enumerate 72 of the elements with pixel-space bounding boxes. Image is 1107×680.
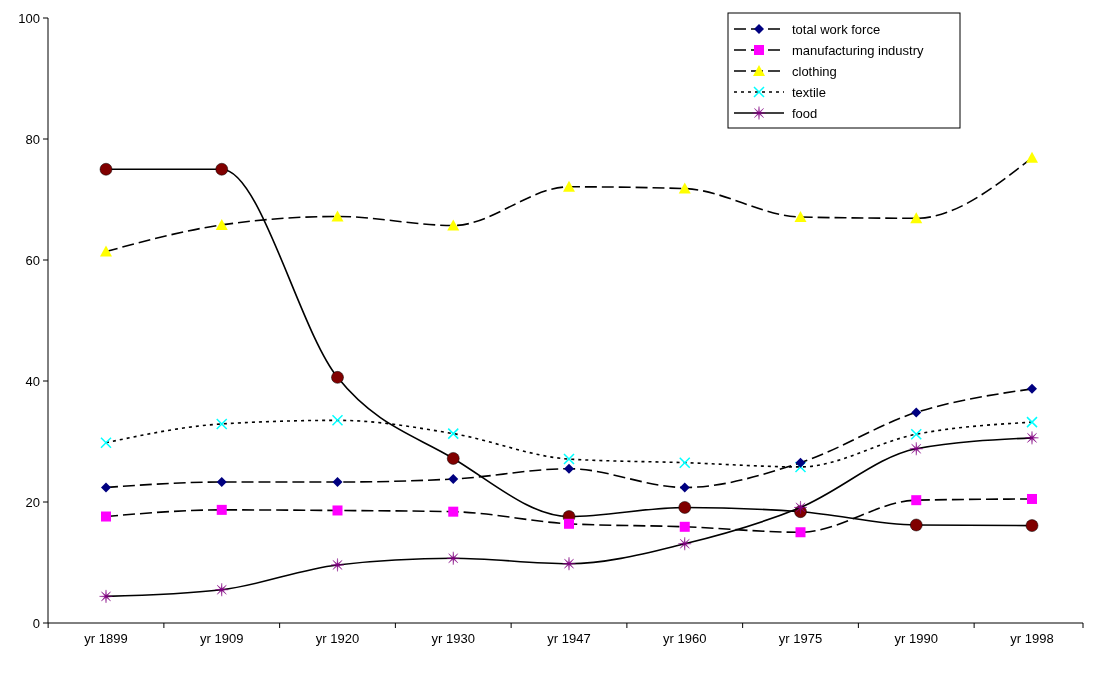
point <box>331 210 344 222</box>
point <box>331 414 344 427</box>
point <box>332 505 343 516</box>
y-tick-label: 20 <box>25 494 40 510</box>
point <box>678 537 692 551</box>
point <box>216 504 227 515</box>
point <box>215 218 228 230</box>
point <box>446 551 460 565</box>
point <box>563 180 575 192</box>
point <box>101 482 111 493</box>
point <box>909 442 923 456</box>
point <box>678 501 691 514</box>
y-tick-label: 60 <box>25 252 40 268</box>
x-tick-label: yr 1920 <box>315 631 360 646</box>
point <box>794 211 807 223</box>
y-tick-label: 80 <box>25 131 40 147</box>
y-tick-label: 0 <box>32 615 40 631</box>
point <box>99 589 113 604</box>
point <box>679 456 691 469</box>
point <box>910 518 923 532</box>
point <box>910 428 922 440</box>
legend-label: textile <box>792 84 826 100</box>
point <box>911 495 922 506</box>
point <box>448 506 459 517</box>
point <box>1025 519 1039 532</box>
point <box>1027 493 1037 504</box>
point <box>795 457 806 468</box>
legend-label: clothing <box>792 63 837 79</box>
point <box>678 182 691 194</box>
legend-label: food <box>792 105 818 121</box>
point <box>911 407 922 418</box>
point <box>100 436 112 449</box>
point <box>215 583 229 597</box>
point <box>331 371 344 384</box>
legend-label: total work force <box>792 21 881 37</box>
y-tick-label: 40 <box>25 373 40 389</box>
x-tick-label: yr 1930 <box>431 631 475 646</box>
point <box>216 477 227 488</box>
legend-label: manufacturing industry <box>792 42 925 58</box>
point <box>564 463 574 474</box>
point <box>1026 151 1038 163</box>
point <box>216 418 228 430</box>
x-tick-label: yr 1899 <box>84 631 128 646</box>
point <box>448 474 459 485</box>
point <box>447 452 460 465</box>
point <box>795 527 806 538</box>
point <box>564 518 574 529</box>
point <box>99 163 113 176</box>
point <box>332 477 343 488</box>
point <box>679 521 690 532</box>
point <box>447 219 460 231</box>
point <box>215 163 228 176</box>
x-tick-label: yr 1960 <box>663 631 707 646</box>
point <box>100 245 112 257</box>
x-tick-label: yr 1998 <box>1010 631 1054 646</box>
point <box>1026 416 1038 428</box>
point <box>679 482 690 493</box>
point <box>330 558 345 572</box>
x-tick-label: yr 1990 <box>894 631 938 646</box>
point <box>562 557 576 571</box>
point <box>1027 383 1037 394</box>
y-tick-label: 100 <box>18 10 40 26</box>
point <box>447 427 459 440</box>
point <box>793 500 808 515</box>
point <box>1025 431 1039 445</box>
x-tick-label: yr 1947 <box>547 631 591 646</box>
point <box>794 461 807 473</box>
x-tick-label: yr 1909 <box>200 631 244 646</box>
point <box>101 511 111 522</box>
point <box>910 212 923 224</box>
x-tick-label: yr 1975 <box>778 631 823 646</box>
point <box>563 453 575 465</box>
